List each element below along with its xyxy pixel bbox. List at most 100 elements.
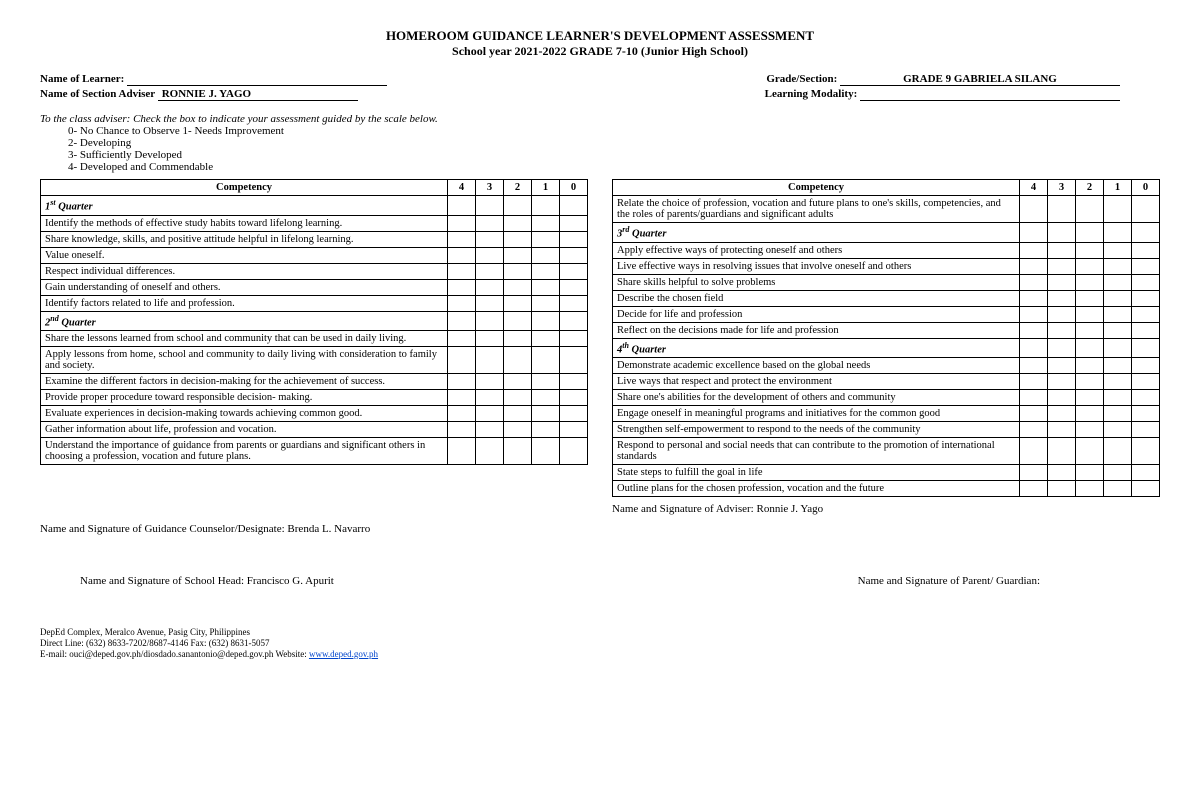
rating-cell[interactable] (1020, 223, 1048, 243)
rating-cell[interactable] (1076, 374, 1104, 390)
rating-cell[interactable] (476, 406, 504, 422)
rating-cell[interactable] (1076, 390, 1104, 406)
rating-cell[interactable] (504, 406, 532, 422)
rating-cell[interactable] (476, 295, 504, 311)
rating-cell[interactable] (1104, 438, 1132, 465)
rating-cell[interactable] (1076, 465, 1104, 481)
rating-cell[interactable] (1132, 358, 1160, 374)
rating-cell[interactable] (448, 215, 476, 231)
rating-cell[interactable] (504, 263, 532, 279)
rating-cell[interactable] (532, 311, 560, 331)
rating-cell[interactable] (1076, 358, 1104, 374)
rating-cell[interactable] (1048, 358, 1076, 374)
rating-cell[interactable] (1020, 422, 1048, 438)
rating-cell[interactable] (1076, 242, 1104, 258)
rating-cell[interactable] (1132, 438, 1160, 465)
rating-cell[interactable] (1132, 465, 1160, 481)
footer-website-link[interactable]: www.deped.gov.ph (309, 649, 378, 659)
rating-cell[interactable] (560, 215, 588, 231)
rating-cell[interactable] (1020, 290, 1048, 306)
rating-cell[interactable] (1132, 481, 1160, 497)
rating-cell[interactable] (1076, 306, 1104, 322)
rating-cell[interactable] (476, 311, 504, 331)
rating-cell[interactable] (448, 390, 476, 406)
rating-cell[interactable] (448, 196, 476, 216)
rating-cell[interactable] (1076, 290, 1104, 306)
rating-cell[interactable] (448, 231, 476, 247)
rating-cell[interactable] (560, 263, 588, 279)
rating-cell[interactable] (476, 231, 504, 247)
rating-cell[interactable] (1104, 258, 1132, 274)
rating-cell[interactable] (560, 390, 588, 406)
rating-cell[interactable] (1132, 274, 1160, 290)
rating-cell[interactable] (532, 347, 560, 374)
rating-cell[interactable] (504, 347, 532, 374)
rating-cell[interactable] (476, 215, 504, 231)
rating-cell[interactable] (476, 196, 504, 216)
rating-cell[interactable] (476, 438, 504, 465)
rating-cell[interactable] (1104, 374, 1132, 390)
rating-cell[interactable] (1076, 481, 1104, 497)
rating-cell[interactable] (532, 295, 560, 311)
rating-cell[interactable] (1132, 258, 1160, 274)
rating-cell[interactable] (1020, 274, 1048, 290)
rating-cell[interactable] (504, 231, 532, 247)
rating-cell[interactable] (1048, 242, 1076, 258)
rating-cell[interactable] (1076, 322, 1104, 338)
rating-cell[interactable] (1104, 223, 1132, 243)
rating-cell[interactable] (448, 311, 476, 331)
rating-cell[interactable] (560, 311, 588, 331)
rating-cell[interactable] (448, 347, 476, 374)
rating-cell[interactable] (532, 390, 560, 406)
rating-cell[interactable] (560, 331, 588, 347)
rating-cell[interactable] (1076, 258, 1104, 274)
rating-cell[interactable] (560, 231, 588, 247)
rating-cell[interactable] (1104, 306, 1132, 322)
rating-cell[interactable] (476, 390, 504, 406)
rating-cell[interactable] (1104, 290, 1132, 306)
rating-cell[interactable] (1048, 258, 1076, 274)
rating-cell[interactable] (1048, 374, 1076, 390)
rating-cell[interactable] (1048, 406, 1076, 422)
rating-cell[interactable] (1020, 481, 1048, 497)
rating-cell[interactable] (1048, 481, 1076, 497)
rating-cell[interactable] (476, 331, 504, 347)
rating-cell[interactable] (1020, 406, 1048, 422)
rating-cell[interactable] (1132, 242, 1160, 258)
rating-cell[interactable] (532, 215, 560, 231)
rating-cell[interactable] (504, 311, 532, 331)
rating-cell[interactable] (1104, 274, 1132, 290)
rating-cell[interactable] (560, 247, 588, 263)
rating-cell[interactable] (504, 374, 532, 390)
rating-cell[interactable] (560, 279, 588, 295)
rating-cell[interactable] (1048, 322, 1076, 338)
rating-cell[interactable] (560, 438, 588, 465)
rating-cell[interactable] (1048, 306, 1076, 322)
rating-cell[interactable] (1020, 306, 1048, 322)
rating-cell[interactable] (1020, 465, 1048, 481)
rating-cell[interactable] (1076, 196, 1104, 223)
rating-cell[interactable] (1020, 438, 1048, 465)
rating-cell[interactable] (532, 247, 560, 263)
rating-cell[interactable] (1132, 390, 1160, 406)
rating-cell[interactable] (1076, 274, 1104, 290)
rating-cell[interactable] (1132, 422, 1160, 438)
rating-cell[interactable] (560, 422, 588, 438)
rating-cell[interactable] (532, 231, 560, 247)
rating-cell[interactable] (1048, 196, 1076, 223)
rating-cell[interactable] (476, 279, 504, 295)
rating-cell[interactable] (476, 374, 504, 390)
rating-cell[interactable] (1048, 338, 1076, 358)
rating-cell[interactable] (448, 295, 476, 311)
rating-cell[interactable] (1076, 223, 1104, 243)
rating-cell[interactable] (1020, 374, 1048, 390)
rating-cell[interactable] (448, 263, 476, 279)
rating-cell[interactable] (476, 263, 504, 279)
rating-cell[interactable] (504, 279, 532, 295)
rating-cell[interactable] (504, 422, 532, 438)
rating-cell[interactable] (504, 331, 532, 347)
rating-cell[interactable] (1104, 242, 1132, 258)
rating-cell[interactable] (504, 390, 532, 406)
rating-cell[interactable] (1048, 465, 1076, 481)
rating-cell[interactable] (560, 295, 588, 311)
